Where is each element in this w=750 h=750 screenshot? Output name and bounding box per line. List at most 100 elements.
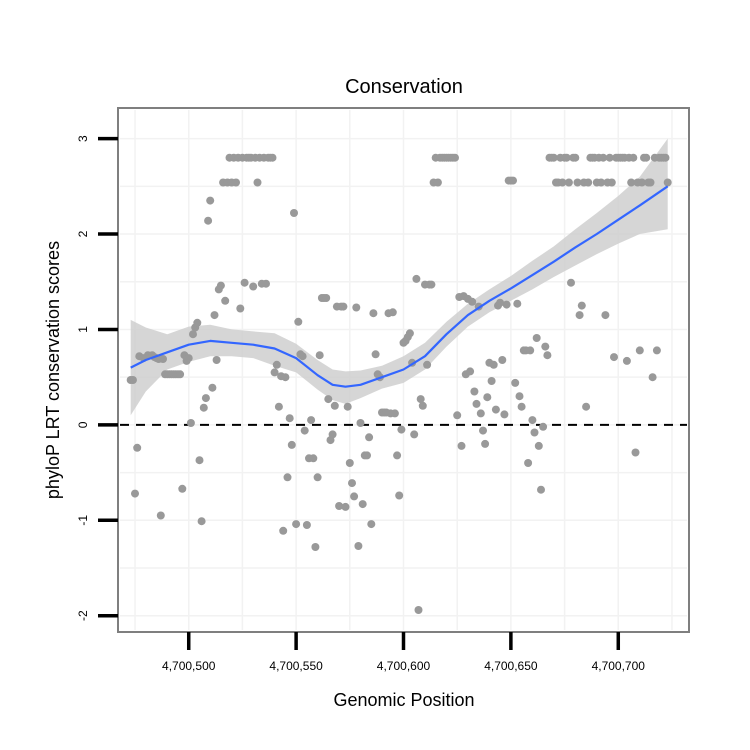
x-tick-label: 4,700,550 (269, 659, 323, 673)
data-point (201, 394, 210, 403)
data-point (648, 373, 657, 382)
data-point (176, 370, 185, 379)
data-point (395, 491, 404, 500)
data-point (528, 416, 537, 425)
data-point (597, 178, 606, 187)
y-tick-label: 0 (76, 421, 90, 428)
y-tick-label: 2 (76, 230, 90, 237)
data-point (302, 521, 311, 529)
data-point (206, 196, 215, 205)
data-point (515, 392, 524, 401)
data-point (599, 153, 608, 162)
smooth-line-group (130, 185, 669, 388)
data-point (274, 402, 283, 411)
data-point (410, 430, 419, 439)
x-axis-label: Genomic Position (333, 690, 474, 710)
data-point (313, 473, 322, 482)
data-point (371, 350, 380, 359)
data-point (204, 216, 213, 225)
data-point (315, 351, 324, 360)
data-point (348, 479, 356, 488)
data-point (637, 178, 646, 187)
data-point (509, 176, 517, 185)
x-tick-label: 4,700,650 (484, 659, 538, 673)
data-point (268, 153, 277, 162)
data-point (279, 526, 288, 535)
data-point (537, 485, 545, 494)
data-point (543, 351, 552, 360)
data-point (388, 308, 397, 317)
data-point (500, 410, 509, 419)
x-tick-label: 4,700,600 (377, 659, 431, 673)
data-point (412, 274, 421, 283)
data-point (622, 356, 631, 365)
data-point (324, 395, 333, 404)
data-points (126, 153, 672, 614)
data-point (541, 342, 550, 351)
data-point (418, 401, 427, 410)
data-point (534, 441, 543, 450)
data-point (502, 300, 511, 309)
data-point (451, 153, 459, 162)
data-point (287, 440, 296, 449)
data-point (405, 329, 414, 338)
data-point (133, 443, 142, 452)
data-point (466, 367, 475, 376)
data-point (272, 360, 281, 369)
data-point (212, 356, 221, 364)
data-point (627, 178, 636, 187)
data-point (197, 517, 206, 526)
x-axis: 4,700,500 4,700,550 4,700,600 4,700,650 4,70… (162, 632, 645, 673)
data-point (352, 303, 361, 312)
data-point (605, 153, 614, 162)
data-point (393, 451, 402, 460)
data-point (240, 278, 249, 287)
data-point (330, 401, 339, 410)
data-point (270, 368, 279, 377)
smooth-line (130, 185, 669, 388)
x-tick-label: 4,700,700 (592, 659, 646, 673)
data-point (345, 459, 354, 467)
data-point (249, 282, 258, 291)
data-point (208, 383, 217, 392)
data-point (629, 153, 638, 162)
data-point (642, 153, 651, 162)
data-point (221, 296, 230, 305)
y-tick-label: 1 (76, 326, 90, 333)
data-point (354, 542, 363, 550)
data-point (532, 334, 541, 342)
data-point (457, 441, 466, 450)
data-point (363, 451, 371, 460)
data-point (294, 317, 303, 326)
data-point (309, 454, 318, 463)
data-point (184, 354, 193, 363)
data-point (350, 492, 359, 501)
data-point (491, 405, 500, 414)
data-point (253, 178, 262, 187)
data-point (584, 178, 593, 187)
data-point (483, 393, 492, 402)
data-point (216, 281, 225, 290)
data-point (564, 178, 573, 187)
y-axis-label: phyloP LRT conservation scores (43, 241, 63, 499)
data-point (539, 422, 548, 431)
data-point (661, 153, 670, 162)
data-point (281, 373, 290, 382)
data-point (283, 473, 292, 482)
data-point (322, 294, 331, 302)
data-point (663, 178, 672, 187)
data-point (298, 352, 307, 361)
data-point (479, 426, 487, 435)
data-point (159, 355, 167, 363)
data-point (300, 426, 309, 435)
data-point (427, 280, 436, 289)
data-point (285, 414, 294, 423)
data-point (577, 301, 586, 310)
data-point (601, 311, 610, 320)
data-point (481, 439, 490, 448)
data-point (530, 428, 539, 437)
data-point (262, 279, 270, 288)
data-point (397, 425, 406, 434)
data-point (511, 378, 520, 387)
